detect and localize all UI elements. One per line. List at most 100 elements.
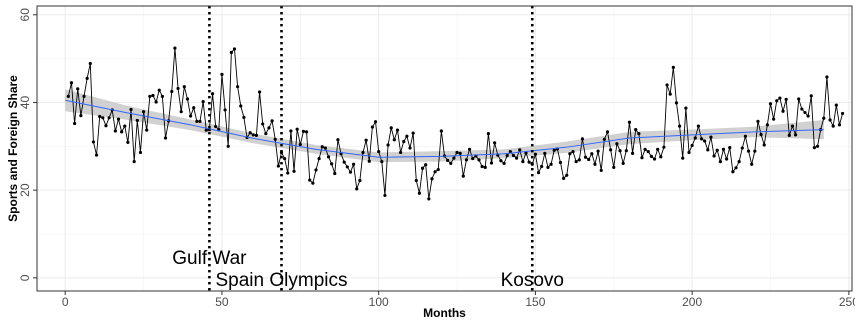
data-point bbox=[618, 149, 622, 153]
data-point bbox=[188, 114, 193, 118]
data-point bbox=[126, 140, 130, 144]
data-point bbox=[254, 133, 259, 137]
data-point bbox=[546, 165, 550, 169]
data-point bbox=[803, 110, 807, 115]
data-point bbox=[286, 171, 290, 175]
data-point bbox=[499, 159, 503, 163]
data-point bbox=[656, 147, 660, 151]
data-point bbox=[120, 130, 124, 134]
data-point bbox=[543, 151, 547, 155]
data-point bbox=[292, 169, 296, 173]
data-point bbox=[283, 156, 287, 161]
data-point bbox=[433, 170, 437, 174]
data-point bbox=[471, 156, 475, 161]
data-point bbox=[759, 132, 763, 137]
data-point bbox=[840, 111, 845, 116]
data-point bbox=[549, 162, 553, 166]
data-point bbox=[464, 158, 469, 162]
data-point bbox=[345, 165, 349, 169]
data-point bbox=[746, 149, 751, 153]
data-point bbox=[383, 193, 387, 198]
data-point bbox=[596, 149, 600, 153]
x-tick-label: 0 bbox=[62, 295, 69, 309]
data-point bbox=[223, 108, 227, 112]
data-point bbox=[389, 126, 393, 130]
data-point bbox=[94, 153, 99, 157]
data-point bbox=[605, 130, 610, 134]
data-point bbox=[822, 116, 826, 120]
data-point bbox=[399, 150, 403, 155]
data-point bbox=[677, 124, 682, 128]
y-axis-title: Sports and Foreign Share bbox=[6, 75, 20, 222]
data-point bbox=[330, 162, 334, 166]
y-tick-label: 60 bbox=[18, 8, 32, 22]
data-point bbox=[646, 149, 650, 154]
data-point bbox=[787, 133, 791, 137]
data-point bbox=[367, 159, 371, 163]
data-point bbox=[527, 160, 531, 164]
data-point bbox=[439, 129, 443, 133]
smooth-trend bbox=[65, 99, 824, 158]
data-point bbox=[837, 123, 842, 127]
data-point bbox=[179, 110, 183, 114]
x-tick-label: 100 bbox=[369, 295, 389, 309]
data-point bbox=[718, 160, 722, 164]
data-point bbox=[634, 128, 638, 132]
data-point bbox=[696, 124, 701, 128]
data-point bbox=[806, 114, 810, 118]
data-point bbox=[737, 160, 741, 164]
data-point bbox=[107, 116, 111, 120]
data-point bbox=[652, 157, 657, 161]
data-point bbox=[129, 107, 133, 112]
data-point bbox=[257, 90, 262, 94]
data-point bbox=[113, 129, 117, 133]
data-point bbox=[800, 107, 804, 111]
plot-background bbox=[37, 6, 852, 291]
data-point bbox=[176, 86, 180, 91]
data-point bbox=[148, 94, 152, 98]
data-point bbox=[734, 166, 738, 170]
data-point bbox=[699, 137, 704, 141]
data-point bbox=[568, 152, 572, 156]
data-point bbox=[461, 174, 465, 178]
data-point bbox=[276, 164, 280, 168]
data-point bbox=[593, 162, 597, 166]
data-point bbox=[405, 134, 409, 138]
data-point bbox=[533, 152, 538, 156]
event-label: Kosovo bbox=[501, 270, 564, 291]
data-point bbox=[101, 116, 105, 120]
data-point bbox=[436, 167, 440, 172]
data-point bbox=[731, 170, 735, 174]
data-point bbox=[518, 148, 522, 152]
data-point bbox=[236, 85, 240, 89]
data-point bbox=[715, 148, 719, 152]
data-point bbox=[154, 100, 158, 104]
data-point bbox=[135, 118, 139, 123]
data-point bbox=[502, 161, 506, 166]
data-point bbox=[640, 156, 644, 160]
data-point bbox=[69, 81, 74, 85]
data-point bbox=[665, 83, 669, 87]
trend-line bbox=[65, 99, 824, 158]
data-point bbox=[521, 160, 525, 164]
data-point bbox=[220, 72, 224, 76]
data-point bbox=[590, 152, 594, 156]
data-point bbox=[248, 131, 252, 135]
event-label: Gulf War bbox=[172, 248, 247, 269]
data-point bbox=[671, 65, 675, 69]
data-point bbox=[427, 197, 431, 201]
data-point bbox=[508, 149, 512, 154]
data-point bbox=[446, 158, 450, 162]
data-point bbox=[668, 92, 672, 96]
data-point bbox=[493, 141, 497, 145]
data-point bbox=[323, 146, 327, 150]
data-point bbox=[574, 160, 578, 164]
data-point bbox=[82, 94, 86, 98]
data-point bbox=[662, 145, 666, 149]
data-point bbox=[756, 119, 760, 123]
data-point bbox=[768, 102, 773, 106]
data-point bbox=[684, 106, 688, 110]
data-point bbox=[204, 128, 208, 132]
data-point bbox=[815, 144, 820, 148]
